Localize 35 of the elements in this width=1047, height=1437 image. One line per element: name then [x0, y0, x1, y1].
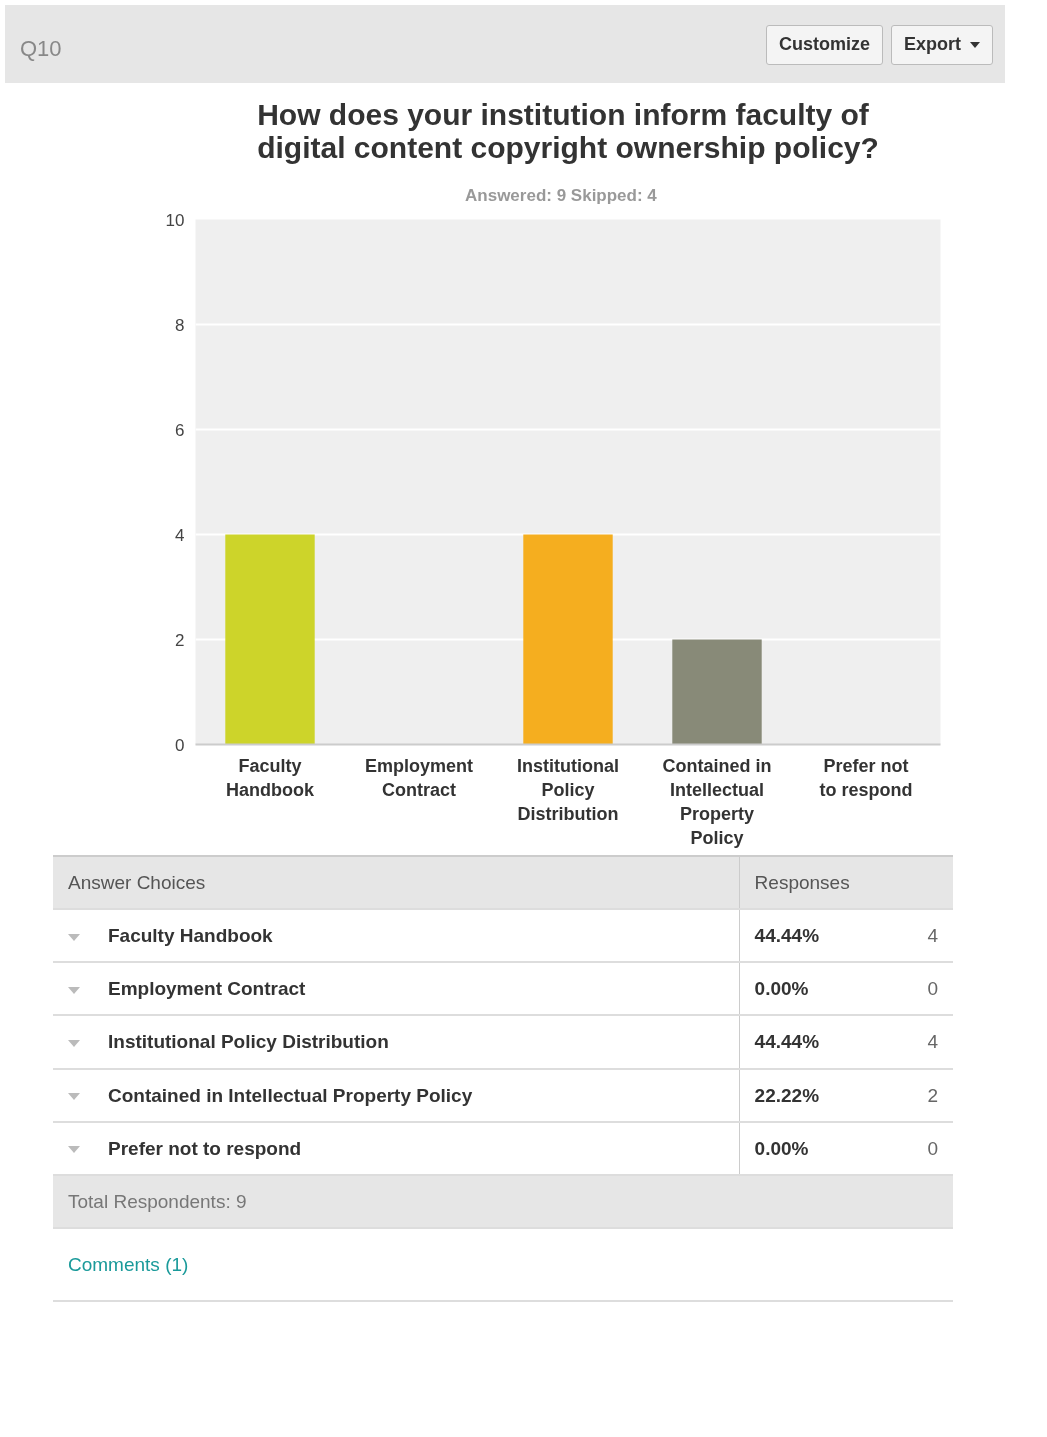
text: 0.00% [739, 962, 889, 1016]
category-label: Faculty Handbook [108, 925, 273, 947]
text: Comments (1) [53, 1228, 953, 1303]
y-tick-label: 0 [175, 735, 185, 755]
y-tick-label: 8 [175, 315, 185, 335]
y-tick-label: 4 [175, 525, 185, 545]
text: 0.00% [739, 1121, 889, 1175]
text: 2 [888, 1068, 953, 1122]
chart-title: How does your institution inform faculty of digital content copyright ownership policy? [257, 97, 879, 164]
category-label: Institutional Policy Distribution [108, 1031, 389, 1053]
text: 4 [888, 1015, 953, 1069]
category-label: Employment Contract [108, 978, 306, 1000]
text: Q10 [20, 35, 62, 63]
y-tick-label: 2 [175, 630, 185, 650]
x-tick-label: Faculty Handbook [226, 755, 315, 800]
text: 0 [888, 1121, 953, 1175]
text: 22.22% [739, 1068, 889, 1122]
chart-subtitle: Answered: 9 Skipped: 4 [465, 185, 658, 205]
text: 0 [888, 962, 953, 1016]
text: Responses [739, 856, 953, 910]
text: Export [890, 25, 993, 65]
x-tick-label: Employment Contract [364, 755, 474, 800]
text: Answer Choices [53, 856, 740, 910]
x-tick-label: Prefer not to respond [819, 755, 913, 800]
text: Customize [765, 25, 883, 65]
text: Total Respondents: 9 [53, 1174, 953, 1228]
text: 4 [888, 909, 953, 963]
text: 44.44% [739, 909, 889, 963]
x-tick-label: Contained in Intellectual Property Policy [662, 755, 772, 848]
text: 44.44% [739, 1015, 889, 1069]
x-tick-label: Institutional Policy Distribution [517, 755, 620, 824]
category-label: Prefer not to respond [108, 1137, 302, 1159]
y-tick-label: 10 [165, 210, 185, 230]
category-label: Contained in Intellectual Property Policy [108, 1084, 473, 1106]
y-tick-label: 6 [175, 420, 185, 440]
